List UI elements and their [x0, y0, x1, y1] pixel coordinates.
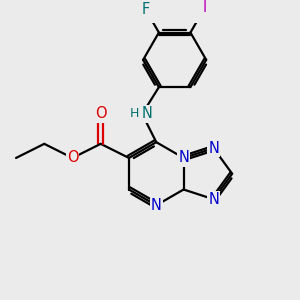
Text: N: N	[208, 141, 219, 156]
Text: N: N	[142, 106, 152, 122]
Text: O: O	[67, 151, 78, 166]
Text: N: N	[178, 151, 189, 166]
Text: O: O	[95, 106, 106, 122]
Text: H: H	[130, 107, 139, 120]
Text: F: F	[141, 2, 150, 17]
Text: I: I	[202, 0, 207, 15]
Text: N: N	[208, 192, 219, 207]
Text: N: N	[151, 198, 162, 213]
